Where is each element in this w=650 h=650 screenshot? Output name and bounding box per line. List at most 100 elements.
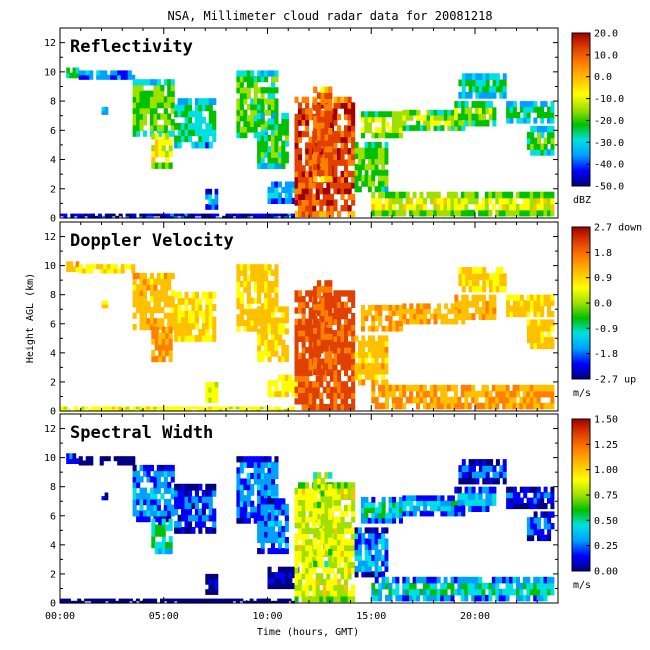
data-cell bbox=[495, 73, 500, 81]
data-cell bbox=[177, 322, 182, 330]
data-cell bbox=[337, 153, 342, 161]
data-cell bbox=[367, 158, 372, 165]
data-cell bbox=[173, 598, 178, 602]
data-cell bbox=[333, 556, 338, 563]
data-cell bbox=[308, 324, 313, 331]
data-cell bbox=[329, 578, 334, 586]
data-cell bbox=[229, 215, 233, 219]
data-cell bbox=[132, 213, 137, 217]
data-cell bbox=[547, 390, 551, 398]
data-cell bbox=[319, 102, 324, 109]
data-cell bbox=[305, 182, 310, 189]
data-cell bbox=[132, 504, 137, 511]
data-cell bbox=[437, 308, 442, 315]
data-cell bbox=[481, 307, 486, 314]
data-cell bbox=[351, 398, 356, 405]
data-cell bbox=[85, 70, 90, 76]
data-cell bbox=[461, 471, 466, 479]
data-cell bbox=[337, 505, 342, 512]
data-cell bbox=[550, 342, 555, 350]
data-cell bbox=[481, 594, 486, 602]
data-cell bbox=[361, 560, 366, 567]
data-cell bbox=[502, 197, 507, 205]
data-cell bbox=[550, 311, 555, 318]
data-cell bbox=[281, 112, 286, 119]
data-cell bbox=[436, 588, 441, 596]
data-cell bbox=[333, 199, 338, 206]
data-cell bbox=[305, 369, 310, 377]
data-cell bbox=[460, 582, 465, 590]
data-cell bbox=[337, 578, 342, 586]
data-cell bbox=[533, 511, 538, 518]
data-cell bbox=[423, 308, 428, 315]
data-cell bbox=[358, 543, 362, 550]
data-cell bbox=[294, 493, 299, 500]
data-cell bbox=[127, 74, 132, 80]
data-cell bbox=[242, 213, 247, 217]
data-cell bbox=[232, 598, 237, 602]
data-cell bbox=[516, 582, 520, 590]
data-cell bbox=[537, 143, 541, 150]
data-cell bbox=[436, 197, 441, 205]
data-cell bbox=[267, 484, 272, 491]
data-cell bbox=[139, 96, 144, 103]
data-cell bbox=[308, 176, 313, 183]
data-cell bbox=[523, 311, 528, 318]
data-cell bbox=[489, 465, 494, 472]
data-cell bbox=[156, 318, 161, 325]
data-cell bbox=[498, 594, 503, 602]
data-cell bbox=[316, 501, 322, 509]
data-cell bbox=[313, 327, 318, 334]
data-cell bbox=[198, 328, 203, 336]
data-cell bbox=[324, 139, 329, 147]
data-cell bbox=[377, 175, 382, 182]
data-cell bbox=[319, 499, 324, 506]
data-cell bbox=[371, 362, 376, 369]
data-cell bbox=[440, 384, 445, 392]
data-cell bbox=[405, 125, 410, 131]
data-cell bbox=[160, 278, 165, 285]
data-cell bbox=[340, 550, 345, 557]
data-cell bbox=[437, 109, 442, 116]
data-cell bbox=[184, 483, 189, 491]
data-cell bbox=[377, 142, 382, 149]
data-cell bbox=[294, 113, 299, 121]
data-cell bbox=[522, 582, 527, 590]
data-cell bbox=[77, 215, 82, 219]
data-cell bbox=[489, 459, 494, 466]
data-cell bbox=[361, 379, 366, 386]
data-cell bbox=[60, 598, 64, 602]
data-cell bbox=[489, 285, 494, 293]
data-cell bbox=[301, 392, 306, 399]
data-cell bbox=[174, 527, 179, 534]
data-cell bbox=[264, 328, 269, 335]
data-cell bbox=[158, 150, 163, 158]
data-cell bbox=[281, 345, 286, 352]
data-cell bbox=[124, 264, 129, 270]
data-cell bbox=[277, 537, 282, 544]
data-cell bbox=[402, 576, 407, 584]
data-cell bbox=[340, 556, 345, 563]
data-cell bbox=[502, 285, 507, 293]
data-cell bbox=[502, 191, 507, 199]
data-cell bbox=[274, 456, 279, 463]
data-cell bbox=[388, 132, 393, 139]
data-cell bbox=[75, 458, 80, 464]
data-cell bbox=[165, 524, 170, 531]
data-cell bbox=[132, 215, 137, 219]
data-cell bbox=[320, 315, 325, 323]
data-cell bbox=[205, 589, 209, 595]
data-cell bbox=[495, 459, 500, 466]
data-cell bbox=[153, 119, 158, 126]
data-cell bbox=[509, 294, 514, 301]
data-cell bbox=[391, 396, 396, 404]
data-cell bbox=[211, 589, 216, 595]
data-cell bbox=[502, 402, 507, 410]
data-cell bbox=[143, 487, 148, 494]
data-cell bbox=[277, 333, 282, 340]
data-cell bbox=[267, 109, 272, 116]
data-cell bbox=[298, 375, 303, 382]
data-cell bbox=[260, 76, 265, 83]
data-cell bbox=[377, 549, 382, 556]
data-cell bbox=[136, 102, 141, 109]
